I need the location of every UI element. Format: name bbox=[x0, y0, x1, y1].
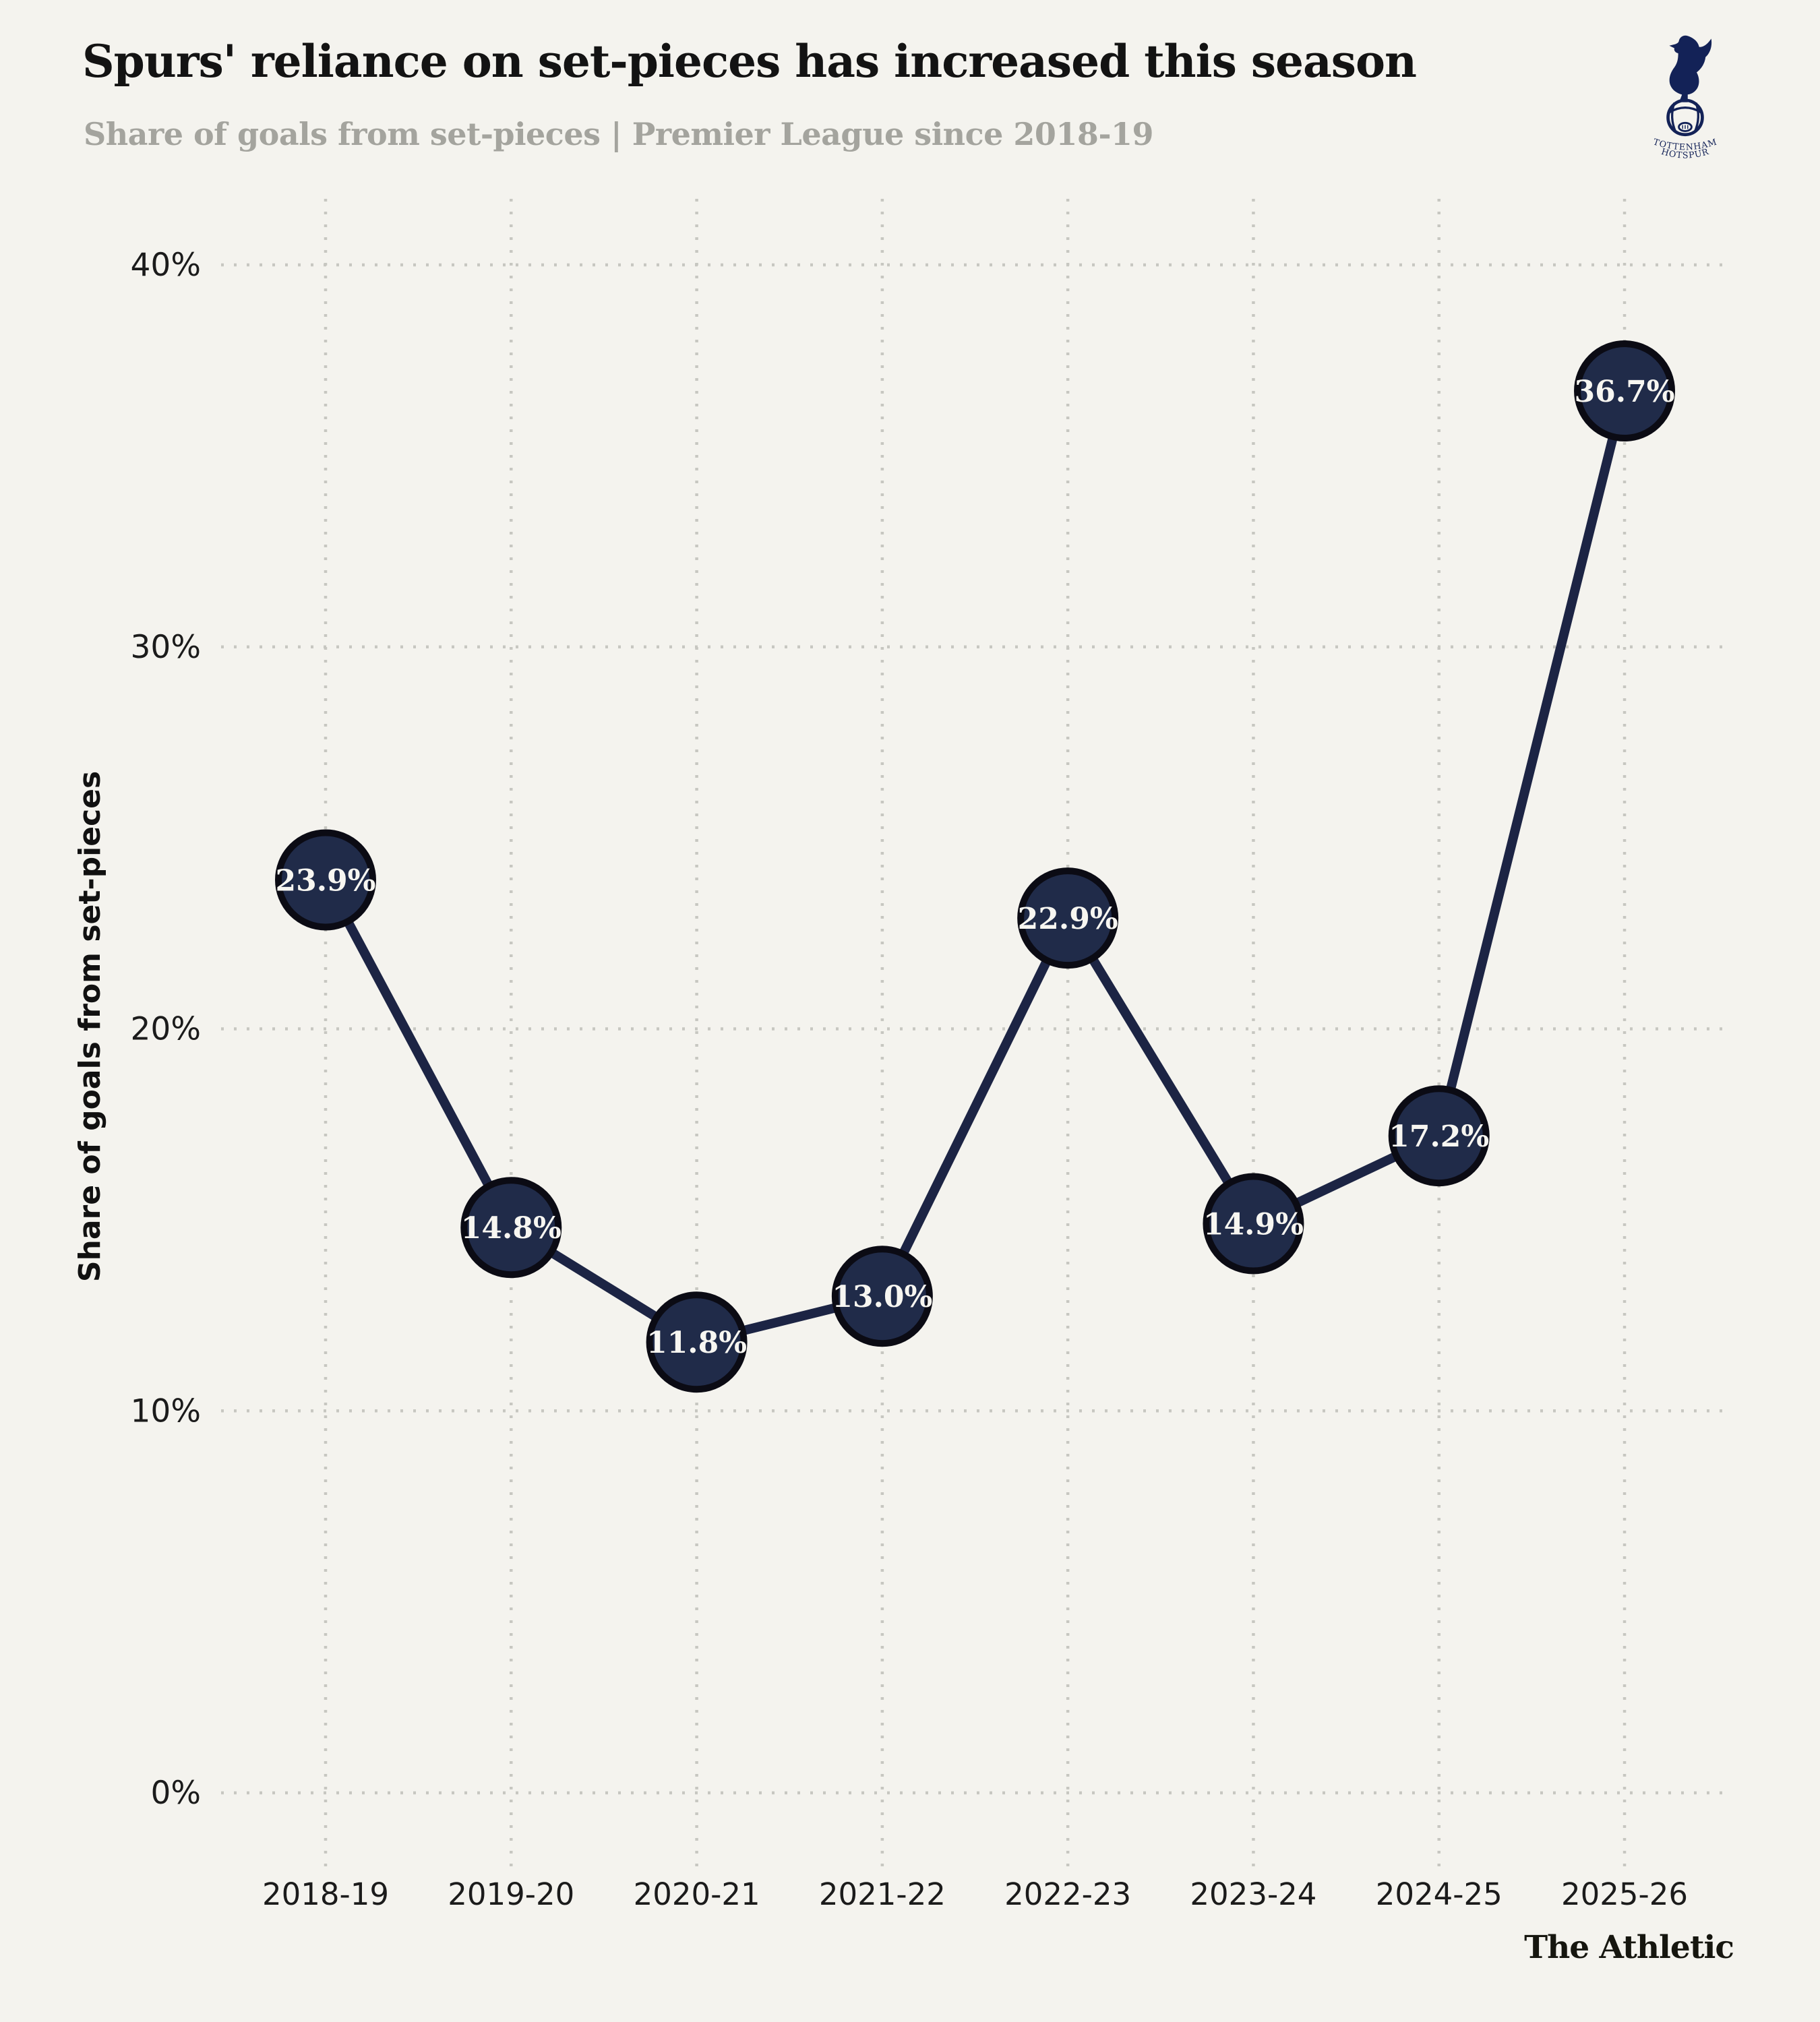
x-tick-label: 2021-22 bbox=[819, 1876, 946, 1912]
x-tick-label: 2020-21 bbox=[634, 1876, 760, 1912]
data-point-label: 23.9% bbox=[276, 863, 376, 898]
y-tick-label: 20% bbox=[131, 1011, 201, 1048]
data-point bbox=[646, 1291, 748, 1393]
data-point bbox=[1203, 1173, 1304, 1275]
page-title: Spurs' reliance on set-pieces has increa… bbox=[82, 35, 1417, 88]
x-tick-label: 2025-26 bbox=[1561, 1876, 1688, 1912]
data-point bbox=[1388, 1085, 1490, 1187]
data-point-label: 36.7% bbox=[1575, 375, 1675, 409]
data-point-label: 14.8% bbox=[461, 1211, 562, 1246]
data-point bbox=[1017, 867, 1119, 969]
data-point bbox=[831, 1246, 933, 1347]
logo-text-hotspur: HOTSPUR bbox=[1660, 146, 1710, 160]
y-tick-label: 10% bbox=[131, 1392, 201, 1430]
data-point bbox=[460, 1177, 562, 1279]
data-point-label: 22.9% bbox=[1018, 902, 1118, 936]
data-point bbox=[1574, 340, 1676, 442]
data-point-label: 11.8% bbox=[646, 1326, 747, 1360]
x-tick-label: 2022-23 bbox=[1004, 1876, 1131, 1912]
data-point-label: 17.2% bbox=[1389, 1120, 1489, 1154]
y-axis-title: Share of goals from set-pieces bbox=[73, 771, 107, 1282]
x-tick-label: 2023-24 bbox=[1190, 1876, 1316, 1912]
tottenham-hotspur-logo: TOTTENHAM HOTSPUR bbox=[1652, 35, 1718, 160]
y-tick-label: 30% bbox=[131, 629, 201, 666]
cockerel-icon bbox=[1669, 35, 1712, 102]
y-tick-label: 0% bbox=[150, 1775, 201, 1812]
data-point bbox=[275, 829, 376, 931]
ball-icon bbox=[1666, 98, 1704, 137]
x-tick-label: 2018-19 bbox=[262, 1876, 389, 1912]
x-tick-label: 2024-25 bbox=[1376, 1876, 1503, 1912]
data-point-label: 14.9% bbox=[1203, 1208, 1304, 1242]
the-athletic-wordmark: The Athletic bbox=[1524, 1929, 1734, 1966]
page-subtitle: Share of goals from set-pieces | Premier… bbox=[84, 116, 1154, 152]
y-tick-label: 40% bbox=[131, 247, 201, 284]
data-point-label: 13.0% bbox=[832, 1280, 932, 1314]
logo-text-tottenham: TOTTENHAM bbox=[1652, 136, 1718, 152]
x-tick-label: 2019-20 bbox=[448, 1876, 574, 1912]
